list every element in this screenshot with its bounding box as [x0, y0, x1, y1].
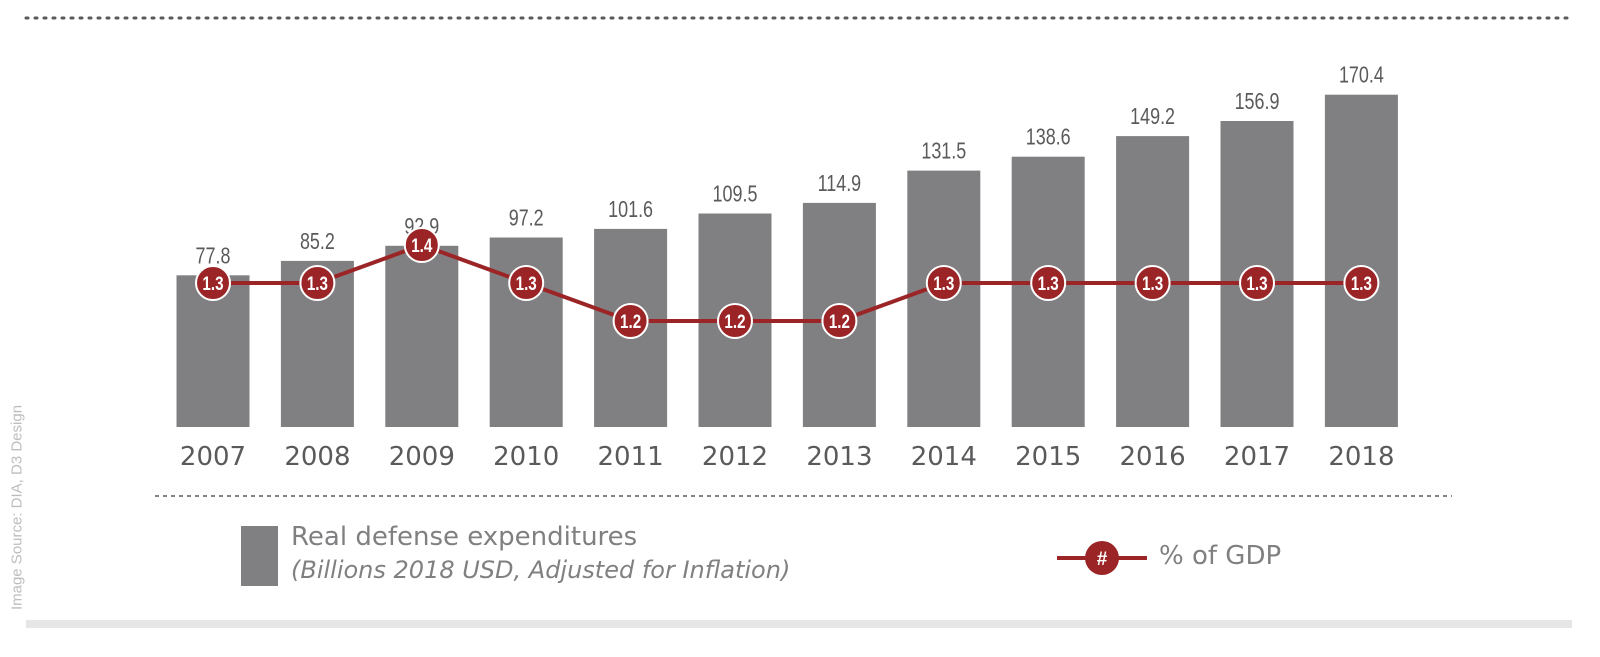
bar-value-label: 97.2	[509, 205, 544, 231]
x-tick-label: 2011	[598, 442, 664, 472]
bar-value-label: 138.6	[1026, 125, 1071, 151]
gdp-marker-label: 1.3	[1142, 272, 1163, 294]
x-tick-label: 2007	[180, 442, 246, 472]
x-tick-label: 2010	[493, 442, 559, 472]
bar-series	[176, 94, 1398, 427]
gdp-marker-2018	[1343, 265, 1380, 301]
gdp-marker-2007	[195, 265, 231, 301]
bar-value-label: 101.6	[608, 197, 653, 223]
bar-value-label: 156.9	[1235, 89, 1280, 115]
x-tick-label: 2018	[1328, 442, 1394, 472]
gdp-marker-label: 1.3	[933, 272, 954, 294]
gdp-marker-2008	[299, 265, 336, 301]
footer-band	[26, 620, 1572, 628]
bar-value-label: 77.8	[196, 243, 231, 269]
gdp-marker-2012	[717, 303, 753, 339]
gdp-marker-label: 1.4	[411, 234, 432, 256]
gdp-marker-label: 1.3	[1351, 272, 1372, 294]
x-axis-tick-labels: 2007 2008 2009 2010 2011 2012 2013 2014 2015 2016…	[180, 442, 1395, 472]
gdp-marker-label: 1.3	[202, 272, 223, 294]
gdp-marker-2010	[508, 265, 545, 301]
gdp-marker-2011	[612, 303, 649, 339]
bar-value-label: 149.2	[1130, 104, 1175, 130]
x-tick-label: 2009	[389, 442, 455, 472]
bar-value-label: 131.5	[921, 139, 966, 165]
x-tick-label: 2017	[1224, 442, 1290, 472]
gdp-marker-2014	[925, 265, 962, 301]
x-tick-label: 2008	[284, 442, 350, 472]
image-source-credit: Image Source: DIA, D3 Design	[8, 404, 26, 611]
gdp-line-path	[213, 243, 1362, 323]
bar-value-label: 85.2	[300, 229, 335, 255]
x-tick-label: 2012	[702, 442, 768, 472]
x-tick-label: 2015	[1015, 442, 1081, 472]
gdp-line-series: 1.3 1.3 1.4 1.3 1.2 1.2 1.2 1.3 1.3 1.3 1.3 1.3	[195, 227, 1380, 339]
x-tick-label: 2014	[911, 442, 977, 472]
bar-2018	[1324, 94, 1398, 427]
x-tick-label: 2016	[1120, 442, 1186, 472]
bar-value-label: 114.9	[818, 171, 862, 197]
gdp-marker-2013	[821, 303, 858, 339]
gdp-marker-2009	[403, 227, 440, 263]
gdp-marker-label: 1.2	[829, 310, 850, 332]
bar-value-label: 109.5	[713, 181, 758, 207]
gdp-marker-label: 1.2	[620, 310, 641, 332]
gdp-marker-2017	[1239, 265, 1275, 301]
gdp-marker-label: 1.3	[1246, 272, 1267, 294]
gdp-marker-label: 1.3	[516, 272, 537, 294]
bar-value-label: 170.4	[1339, 63, 1384, 89]
gdp-marker-2016	[1134, 265, 1171, 301]
bar-2009	[385, 245, 459, 427]
gdp-marker-2015	[1030, 265, 1067, 301]
gdp-marker-label: 1.3	[307, 272, 328, 294]
gdp-marker-label: 1.3	[1038, 272, 1059, 294]
gdp-marker-label: 1.2	[724, 310, 745, 332]
x-tick-label: 2013	[806, 442, 872, 472]
